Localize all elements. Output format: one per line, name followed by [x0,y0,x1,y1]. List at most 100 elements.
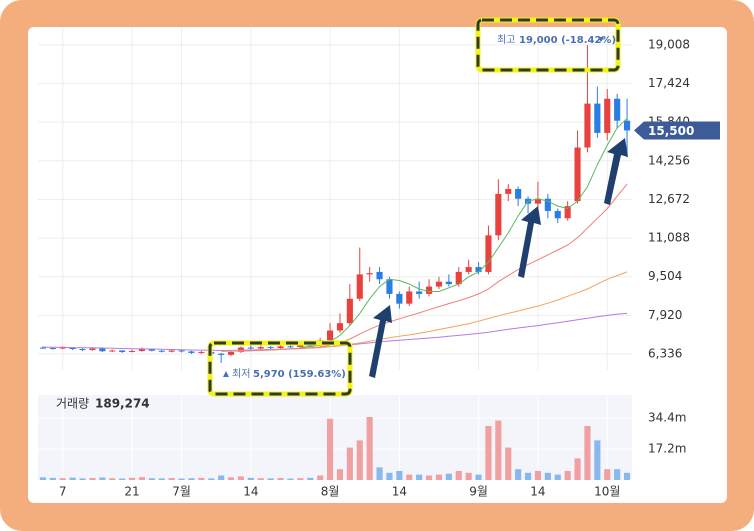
candle-body [178,350,185,352]
volume-bar [148,478,155,480]
volume-bar [247,477,254,480]
candle-body [188,351,195,353]
y-tick-label: 9,504 [648,269,682,283]
volume-bar [574,458,581,480]
y-tick-label: 19,008 [648,37,690,51]
volume-bar [594,440,601,480]
volume-bar [39,477,47,480]
candle-body [89,348,96,350]
candle-body [455,271,462,285]
y-tick-label: 7,920 [648,308,682,322]
highlight-box-dash [208,341,352,396]
candle-body [544,198,551,211]
x-tick-label: 21 [124,485,139,499]
volume-bar [297,478,304,480]
candle-body [425,286,433,294]
candle-body [297,345,304,348]
highlight-box-dash [476,18,620,72]
volume-bar [59,478,66,480]
candle-body [623,120,631,131]
candle-body [554,210,561,219]
up-triangle [223,371,229,377]
y-tick-label: 14,256 [648,153,690,167]
candle-body [277,346,284,349]
candle-body [564,206,571,219]
volume-bar [524,472,532,480]
x-tick-label: 8월 [321,485,340,499]
y-tick-label: 34.4m [648,411,686,425]
volume-value: 189,274 [95,397,150,411]
marks [39,45,631,480]
volume-bar [237,476,245,480]
volume-bar [307,477,314,480]
volume-bar [604,469,611,480]
y-tick-label: 17,424 [648,76,690,90]
ma-line [300,117,628,348]
candle-body [59,347,66,349]
volume-bar [188,478,195,480]
x-tick-label: 7월 [172,485,191,499]
x-tick-label: 14 [243,485,258,499]
candle-body [99,348,106,352]
volume-bar [455,470,462,480]
candle-body [128,350,136,352]
candle-body [574,147,581,202]
volume-bar [485,425,492,480]
candle-body [227,351,235,355]
volume-bar [386,472,393,480]
candle-body [584,103,591,148]
labels: 거래량 189,274 7 21 7월 14 8월 14 9월 14 10월 6,336 7,920… [56,37,720,499]
volume-bar [554,474,561,480]
volume-bar [623,472,631,480]
volume-bar [366,416,373,480]
volume-bar [475,474,482,480]
candle-body [386,279,393,294]
candle-body [247,347,254,349]
candle-body [257,347,264,349]
volume-bar [208,478,215,480]
x-tick-label: 9월 [469,485,488,499]
arrow [518,206,541,278]
volume-bar [435,474,443,480]
candle-body [119,350,126,352]
candle-body [138,349,146,351]
down-triangle [598,37,604,42]
volume-bar [465,472,472,480]
volume-bar [128,477,136,480]
candle-body [168,350,175,352]
volume-bar [425,475,433,480]
candle-body [79,349,86,351]
low-label: 최저 [232,368,250,380]
price-tag-label: 15,500 [648,124,694,138]
volume-bar [614,469,621,480]
volume-bar [119,478,126,480]
volume-bar [267,478,274,480]
y-tick-label: 6,336 [648,346,682,360]
volume-bar [109,478,116,480]
volume-bar [138,477,146,480]
candle-body [148,349,155,351]
x-tick-label: 14 [392,485,407,499]
candle-body [198,351,205,353]
volume-bar [346,447,353,480]
volume-bar [336,469,344,480]
volume-bar [257,478,264,480]
candle-body [465,267,472,272]
volume-bar [69,477,76,480]
card [28,27,727,503]
candle-body [604,98,611,133]
volume-bar [317,475,324,480]
candle-body [416,291,423,294]
y-tick-label: 12,672 [648,192,690,206]
volume-bar [534,470,542,480]
candle-body [356,274,363,299]
candle-body [287,346,294,348]
arrows [369,138,628,378]
candle-body [475,267,482,272]
candle-body [614,98,621,121]
volume-bar [168,478,175,480]
volume-bar [416,474,423,480]
volume-bar [198,477,205,480]
